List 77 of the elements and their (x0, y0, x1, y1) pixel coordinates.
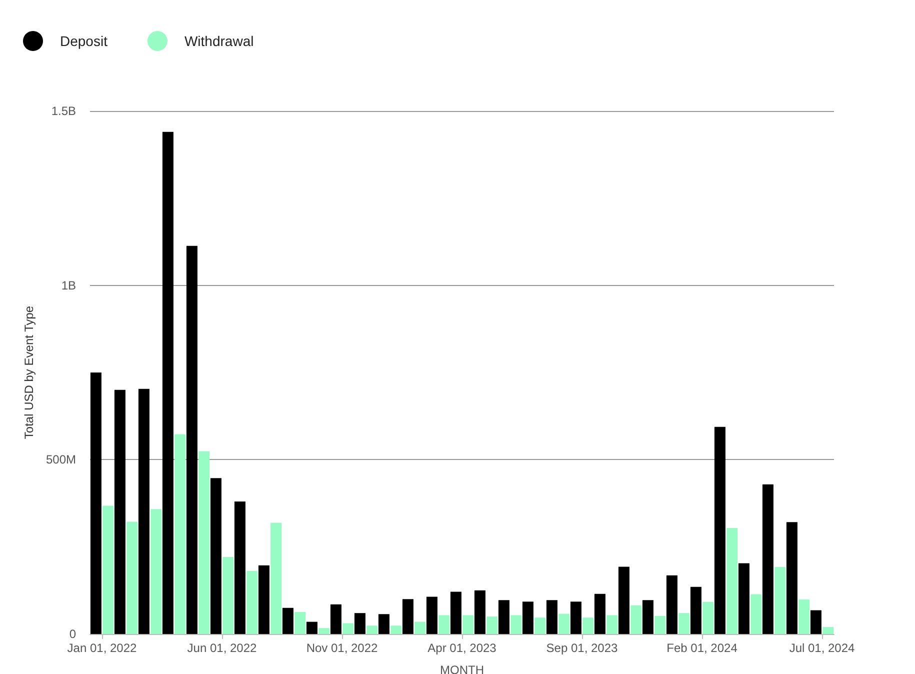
bar (726, 528, 738, 634)
y-tick-label: 1.5B (51, 104, 76, 118)
x-tick-label: Jan 01, 2022 (67, 641, 138, 655)
bar (594, 594, 606, 634)
bar (606, 615, 618, 634)
legend-label: Deposit (60, 33, 108, 49)
bar (738, 563, 750, 634)
x-tick-label: Nov 01, 2022 (306, 641, 378, 655)
bar (630, 605, 642, 634)
bar (90, 372, 102, 634)
bar (666, 575, 678, 634)
x-tick-label: Jul 01, 2024 (789, 641, 856, 655)
bar (198, 451, 210, 634)
bar (810, 610, 822, 634)
bar (654, 616, 666, 634)
bar (282, 608, 294, 634)
bar (642, 600, 654, 634)
bar (210, 478, 222, 634)
legend-label: Withdrawal (184, 33, 254, 49)
bar (558, 614, 570, 634)
x-tick-label: Sep 01, 2023 (546, 641, 618, 655)
bar (126, 522, 138, 634)
bar (306, 622, 318, 634)
bar (510, 615, 522, 634)
bar (534, 618, 546, 634)
bar (354, 613, 366, 634)
bar (222, 556, 234, 634)
bar (426, 596, 438, 634)
bar (390, 626, 402, 634)
bar (486, 616, 498, 634)
y-axis-title: Total USD by Event Type (22, 306, 36, 440)
bar (798, 599, 810, 634)
bar (318, 628, 330, 634)
bar (618, 566, 630, 634)
bar (582, 618, 594, 634)
bar (522, 602, 534, 634)
bar (690, 586, 702, 634)
bar (114, 390, 126, 634)
bar (162, 132, 174, 634)
bar (450, 592, 462, 634)
bar (546, 600, 558, 634)
y-tick-label: 1B (61, 278, 76, 292)
bar (822, 627, 834, 634)
bar (186, 246, 198, 634)
bar (258, 565, 270, 634)
bar (786, 522, 798, 634)
bar (138, 388, 150, 634)
x-tick-label: Apr 01, 2023 (428, 641, 497, 655)
y-tick-label: 0 (69, 627, 76, 641)
x-axis-title: MONTH (440, 663, 484, 674)
bar (330, 604, 342, 634)
bar (762, 484, 774, 634)
bar (234, 502, 246, 634)
x-tick-label: Jun 01, 2022 (187, 641, 258, 655)
bar (414, 622, 426, 634)
bar (438, 615, 450, 634)
bar (714, 426, 726, 634)
bar (474, 590, 486, 634)
bar (750, 594, 762, 634)
bar (366, 626, 378, 634)
bar (678, 613, 690, 634)
y-tick-label: 500M (46, 452, 76, 467)
bar (702, 602, 714, 634)
bar (270, 522, 282, 634)
bar (174, 434, 186, 634)
bar (402, 599, 414, 634)
bar (102, 506, 114, 634)
bar (498, 600, 510, 634)
bar (570, 602, 582, 634)
bar (378, 614, 390, 634)
bar (294, 612, 306, 634)
bar (342, 623, 354, 634)
bar (150, 509, 162, 634)
bar (246, 570, 258, 634)
bar (462, 615, 474, 634)
bar (774, 567, 786, 634)
x-tick-label: Feb 01, 2024 (666, 641, 738, 655)
